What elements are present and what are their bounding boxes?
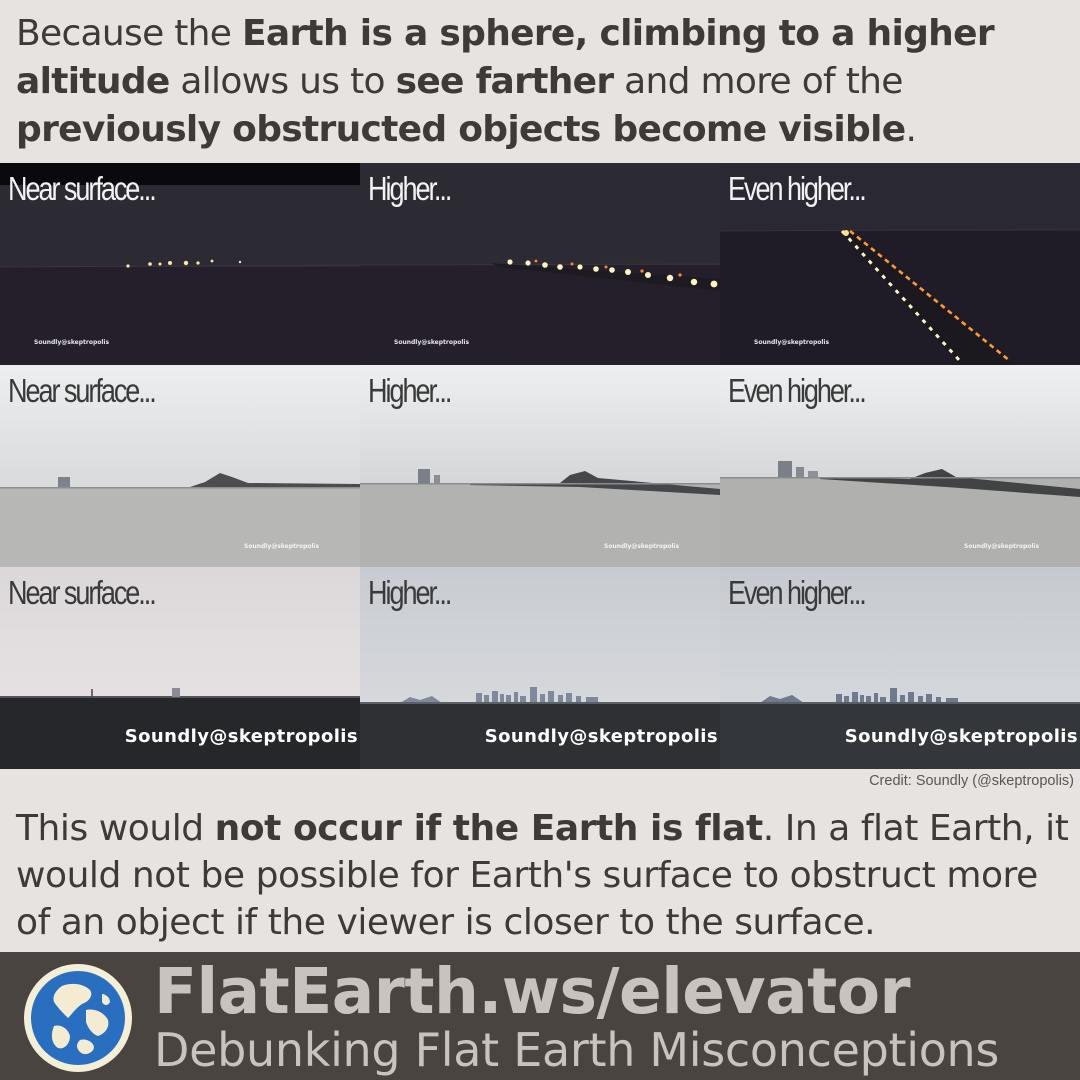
panel-caption: Near surface...: [8, 574, 157, 611]
photo-day-even-higher: Even higher... Soundly@skeptropolis: [720, 365, 1080, 567]
day-photo-image: [360, 365, 720, 567]
intro-bold-farther: see farther: [395, 61, 615, 102]
summary-bold-flat: not occur if the Earth is flat: [214, 808, 764, 849]
intro-text: Because the Earth is a sphere, climbing …: [0, 0, 1080, 163]
panel-caption: Even higher...: [728, 372, 867, 409]
footer-banner: FlatEarth.ws/elevator Debunking Flat Ear…: [0, 952, 1080, 1080]
photo-watermark: Soundly@skeptropolis: [844, 726, 1078, 747]
panel-caption: Even higher...: [728, 574, 867, 611]
panel-caption: Near surface...: [8, 170, 157, 207]
night-photo-image: [720, 163, 1080, 365]
photo-watermark: Soundly@skeptropolis: [484, 726, 718, 747]
photo-watermark: Soundly@skeptropolis: [124, 726, 358, 747]
photo-day-near-surface: Near surface... Soundly@skeptropolis: [0, 365, 360, 567]
photo-skyline-near-surface: Near surface... Soundly@skeptropolis: [0, 567, 360, 769]
night-photo-image: [360, 163, 720, 365]
panel-caption: Even higher...: [728, 170, 867, 207]
day-photo-image: [720, 365, 1080, 567]
photo-night-even-higher: Even higher... Soundly@skeptropolis: [720, 163, 1080, 365]
intro-bold-visible: previously obstructed objects become vis…: [16, 109, 906, 150]
summary-text-part: . In a flat Earth, it would not be possi…: [16, 808, 1069, 943]
intro-bold-sphere: Earth is a sphere, climbing to a higher …: [16, 13, 995, 102]
skyline-photo-image: [360, 567, 720, 769]
photo-credit: Credit: Soundly (@skeptropolis): [869, 773, 1074, 789]
night-photo-image: [0, 163, 360, 365]
globe-logo-icon: [24, 964, 132, 1072]
photo-watermark: Soundly@skeptropolis: [34, 339, 110, 346]
photo-night-higher: Higher... Soundly@skeptropolis: [360, 163, 720, 365]
panel-caption: Higher...: [368, 170, 452, 207]
photo-watermark: Soundly@skeptropolis: [604, 543, 680, 550]
photo-skyline-higher: Higher... Soundly@skeptropolis: [360, 567, 720, 769]
photo-grid: Near surface... Soundly@skeptropolis Hig…: [0, 163, 1080, 769]
skyline-photo-image: [0, 567, 360, 769]
intro-text-part: Because the: [16, 13, 242, 54]
panel-caption: Higher...: [368, 372, 452, 409]
intro-text-part: .: [905, 109, 917, 150]
photo-watermark: Soundly@skeptropolis: [964, 543, 1040, 550]
photo-day-higher: Higher... Soundly@skeptropolis: [360, 365, 720, 567]
photo-watermark: Soundly@skeptropolis: [754, 339, 830, 346]
intro-text-part: allows us to: [169, 61, 396, 102]
intro-text-part: and more of the: [613, 61, 903, 102]
footer-url-link[interactable]: FlatEarth.ws/elevator: [154, 955, 911, 1028]
panel-caption: Near surface...: [8, 372, 157, 409]
photo-night-near-surface: Near surface... Soundly@skeptropolis: [0, 163, 360, 365]
skyline-photo-image: [720, 567, 1080, 769]
panel-caption: Higher...: [368, 574, 452, 611]
summary-text: This would not occur if the Earth is fla…: [16, 805, 1076, 946]
photo-watermark: Soundly@skeptropolis: [244, 543, 320, 550]
day-photo-image: [0, 365, 360, 567]
photo-watermark: Soundly@skeptropolis: [394, 339, 470, 346]
summary-text-part: This would: [16, 808, 215, 849]
photo-skyline-even-higher: Even higher... Soundly@skeptropolis: [720, 567, 1080, 769]
footer-tagline: Debunking Flat Earth Misconceptions: [154, 1023, 1000, 1077]
